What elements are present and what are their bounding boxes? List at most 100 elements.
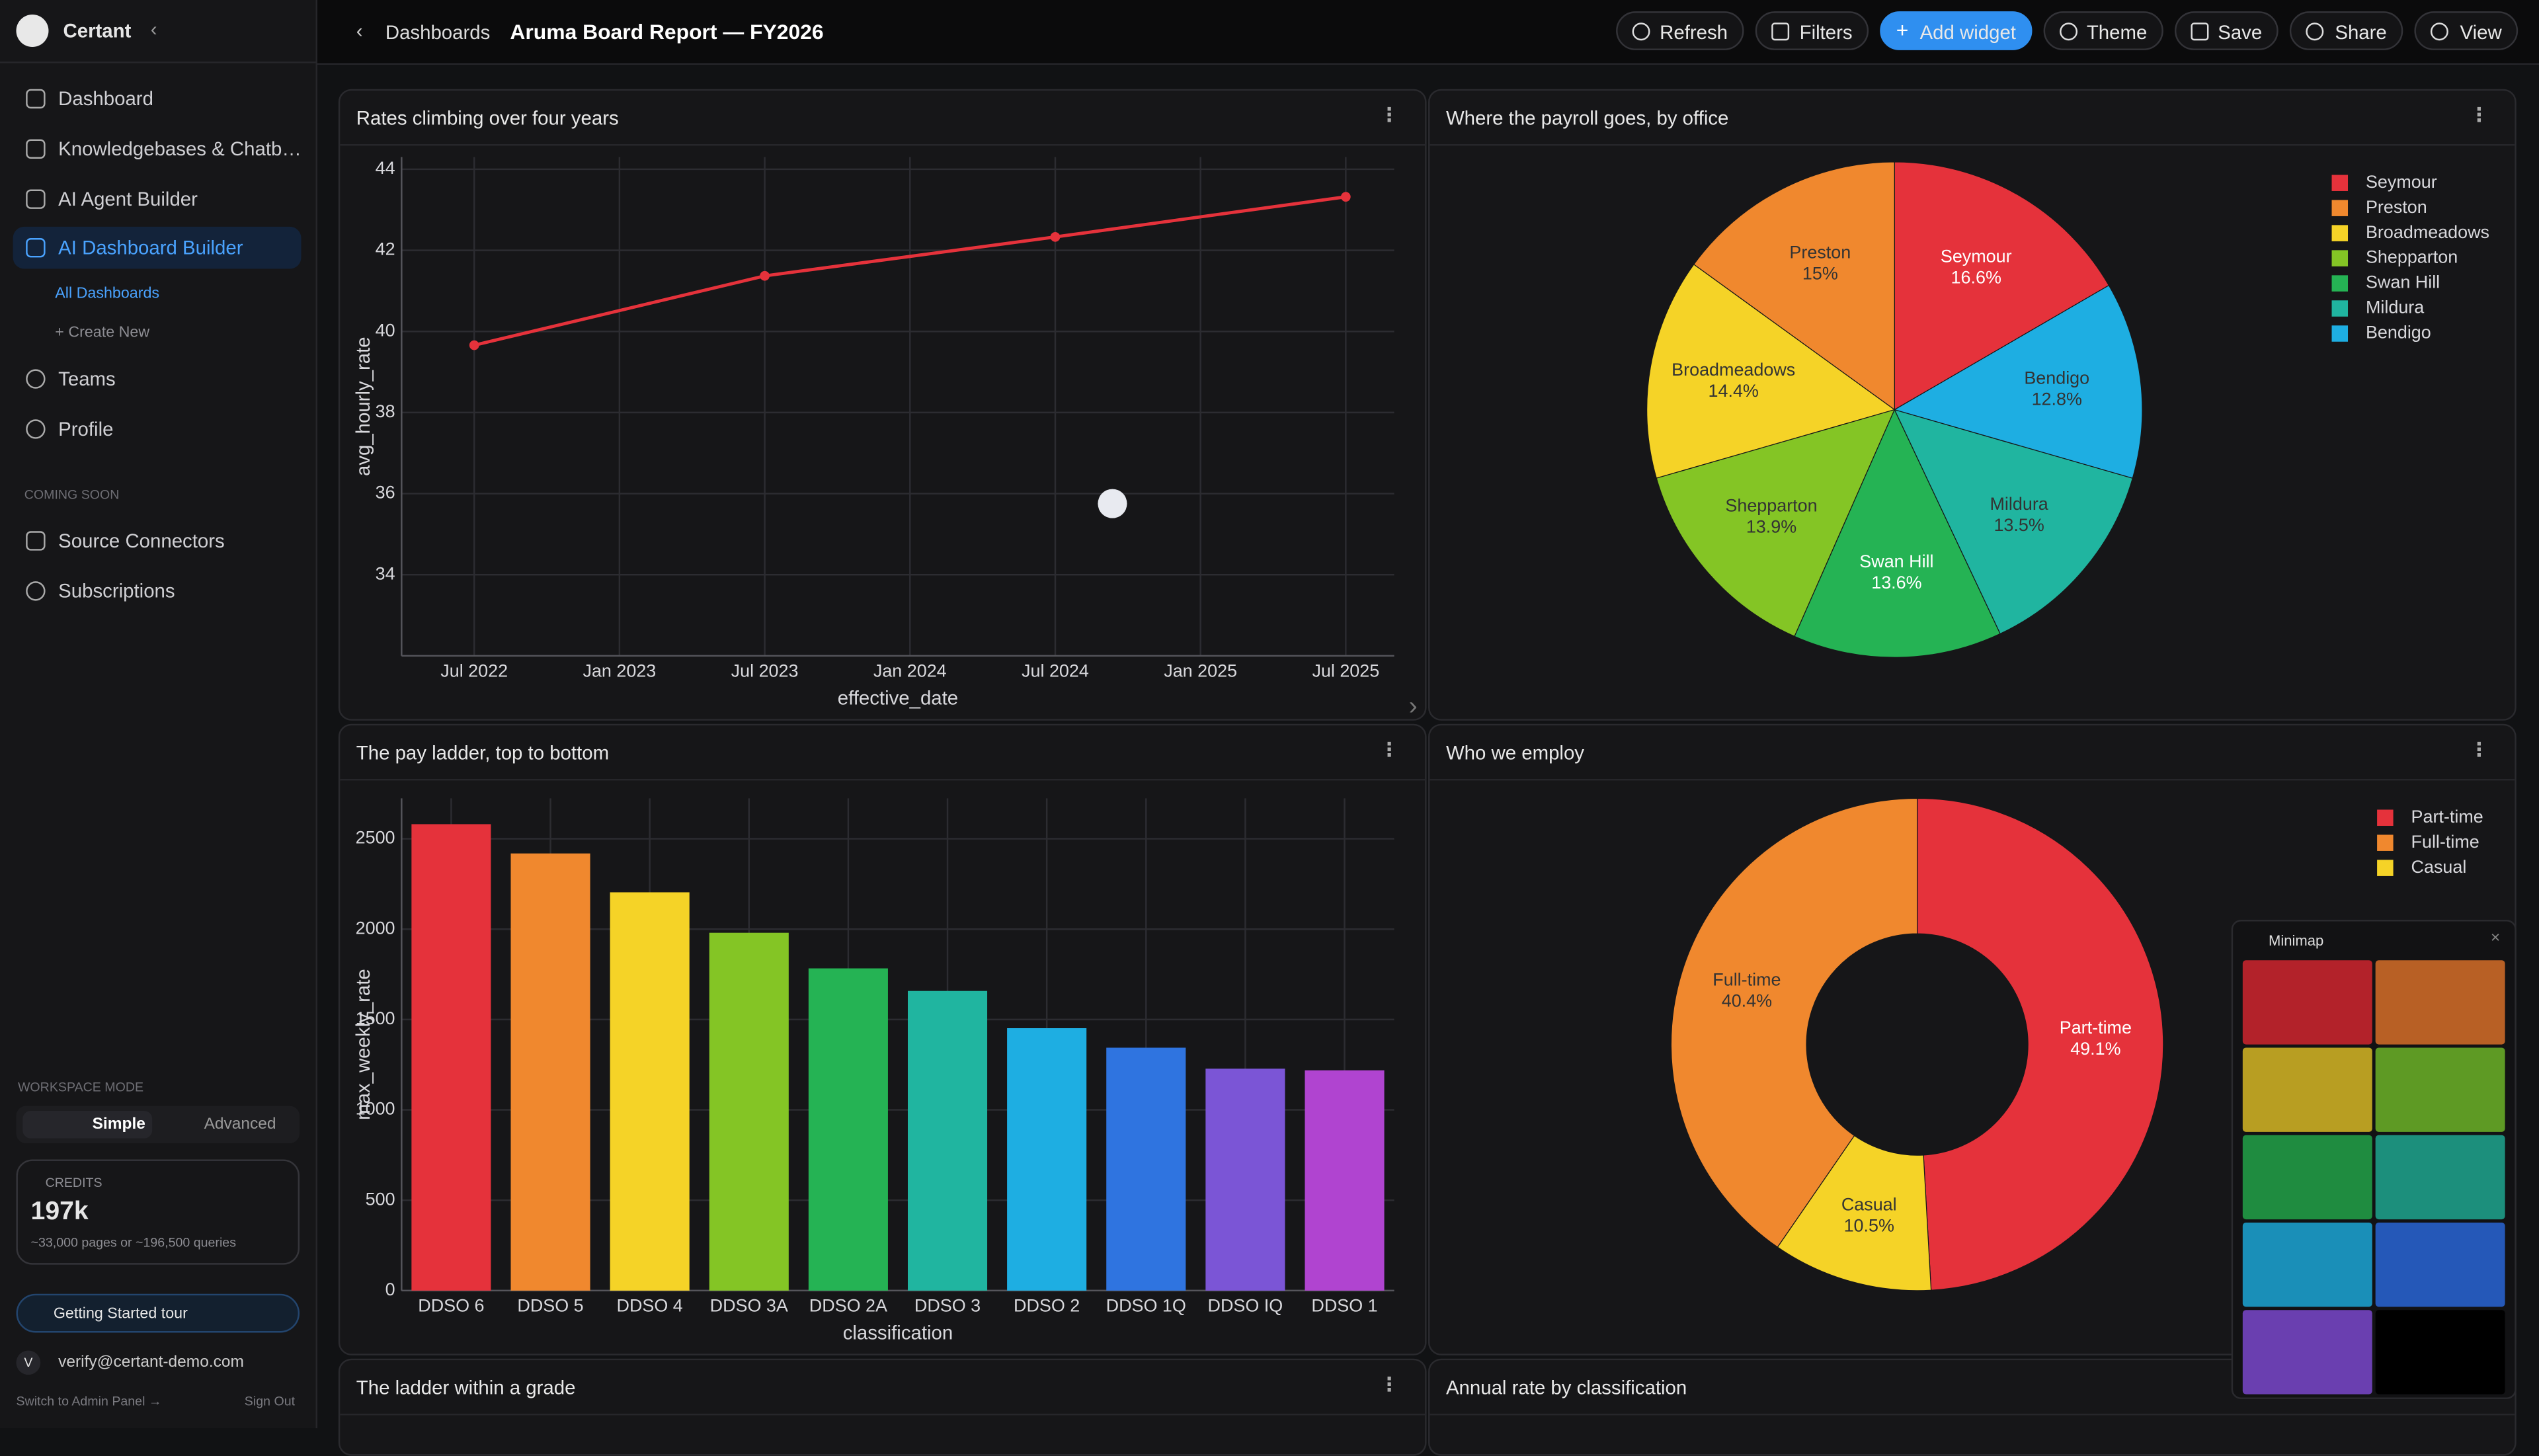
divider xyxy=(0,61,316,63)
back-arrow[interactable]: ‹ xyxy=(356,19,363,42)
icon: Where the payroll goes, by office ⋮ xyxy=(1430,91,2515,146)
sub-nav[interactable]: All Dashboards xyxy=(55,285,160,303)
x-tick-label: Jan 2024 xyxy=(873,661,947,680)
nav-item[interactable]: Subscriptions xyxy=(13,570,302,612)
y-tick-label: 40 xyxy=(376,320,395,340)
nav-item[interactable]: Teams xyxy=(13,358,302,400)
mode-switch: Simple Advanced xyxy=(16,1106,300,1143)
widget-menu[interactable]: ⋮ xyxy=(2469,103,2489,127)
slice xyxy=(1916,797,2164,1291)
y-tick-label: 500 xyxy=(366,1189,395,1209)
icon xyxy=(2191,22,2209,41)
button[interactable]: Share xyxy=(2289,11,2403,50)
nav-item[interactable]: Source Connectors xyxy=(13,520,302,562)
button[interactable]: Save xyxy=(2174,11,2278,50)
email: verify@certant-demo.com xyxy=(58,1354,244,1372)
button[interactable]: View xyxy=(2414,11,2519,50)
nav-item-active[interactable]: AI Dashboard Builder xyxy=(13,226,302,269)
x-tick-label: DDSO 5 xyxy=(517,1295,583,1315)
y-tick-label: 36 xyxy=(376,483,395,503)
credits-note: ~33,000 pages or ~196,500 queries xyxy=(30,1235,237,1250)
nav-label: Teams xyxy=(58,367,116,391)
bar xyxy=(610,892,690,1291)
tour-label: Getting Started tour xyxy=(53,1305,188,1323)
minimap-tile[interactable] xyxy=(2242,960,2372,1045)
sub-nav[interactable]: + Create New xyxy=(55,323,150,342)
slice xyxy=(1646,264,1896,479)
widget-menu[interactable]: ⋮ xyxy=(1379,103,1399,127)
avatar: V xyxy=(16,1350,41,1375)
y-tick-label: 38 xyxy=(376,401,395,421)
button[interactable]: Refresh xyxy=(1616,11,1744,50)
widget: Rates climbing over four years ⋮ xyxy=(338,89,1427,721)
widget-title: The ladder within a grade xyxy=(356,1376,576,1399)
y-axis-label: max_weekly_rate xyxy=(352,969,374,1120)
mode-option[interactable]: Advanced xyxy=(204,1115,276,1134)
x-tick-label: DDSO 2A xyxy=(809,1295,887,1315)
widget-menu[interactable]: ⋮ xyxy=(1379,1373,1399,1396)
slice-value: 12.8% xyxy=(2032,389,2082,409)
icon xyxy=(26,369,46,389)
point xyxy=(1050,232,1061,242)
button-label: Add widget xyxy=(1919,20,2016,44)
icon: Annual rate by classification xyxy=(1430,1360,2515,1416)
x-tick-label: DDSO 6 xyxy=(418,1295,484,1315)
icon xyxy=(2430,22,2448,41)
button-label: Save xyxy=(2218,20,2263,44)
legend-swatch xyxy=(2377,834,2394,851)
widget-menu[interactable]: ⋮ xyxy=(1379,738,1399,762)
x-axis-label: classification xyxy=(843,1322,953,1344)
tour-button[interactable]: Getting Started tour xyxy=(16,1293,300,1333)
icon: Rates climbing over four years ⋮ xyxy=(340,91,1426,146)
slice-value: 14.4% xyxy=(1709,381,1759,401)
minimap-tile[interactable] xyxy=(2242,1222,2372,1307)
bar xyxy=(411,824,491,1291)
button-label: View xyxy=(2460,20,2502,44)
widget-title: Rates climbing over four years xyxy=(356,106,619,130)
button[interactable]: Filters xyxy=(1755,11,1869,50)
breadcrumb[interactable]: Dashboards xyxy=(385,20,491,44)
legend-label: Casual xyxy=(2411,857,2467,877)
button-primary[interactable]: + Add widget xyxy=(1880,11,2033,50)
resize-handle[interactable]: › xyxy=(1408,693,1418,721)
x-tick-label: DDSO 1 xyxy=(1311,1295,1377,1315)
minimap-tile[interactable] xyxy=(2375,1135,2505,1220)
topbar: ‹ Dashboards Aruma Board Report — FY2026… xyxy=(317,0,2539,65)
minimap-tile[interactable] xyxy=(2375,1222,2505,1307)
collapse[interactable]: ‹ xyxy=(150,17,157,41)
point xyxy=(469,340,479,350)
slice-value: 13.5% xyxy=(1994,515,2044,535)
legend-label: Bendigo xyxy=(2366,323,2431,343)
icon xyxy=(26,189,46,209)
minimap-close[interactable]: × xyxy=(2490,929,2501,948)
nav-item[interactable]: Dashboard xyxy=(13,78,302,120)
nav-item[interactable]: Profile xyxy=(13,408,302,450)
point xyxy=(1340,192,1351,202)
line xyxy=(473,195,1346,347)
x-tick-label: DDSO 3 xyxy=(914,1295,981,1315)
minimap-tile[interactable] xyxy=(2242,1135,2372,1220)
bar xyxy=(1305,1070,1385,1291)
sign-out[interactable]: Sign Out xyxy=(244,1394,296,1409)
button-label: Share xyxy=(2335,20,2387,44)
minimap-tile[interactable] xyxy=(2375,960,2505,1045)
icon xyxy=(26,238,46,258)
nav-item[interactable]: Knowledgebases & Chatb… xyxy=(13,128,302,170)
slice xyxy=(1670,797,1918,1248)
minimap-tile[interactable] xyxy=(2242,1310,2372,1395)
widget-title: Where the payroll goes, by office xyxy=(1445,106,1729,130)
widget-title: Annual rate by classification xyxy=(1445,1376,1687,1399)
minimap-tile[interactable] xyxy=(2375,1310,2505,1395)
mode-option[interactable]: Simple xyxy=(92,1115,145,1134)
minimap-tile[interactable] xyxy=(2375,1047,2505,1132)
admin-link[interactable]: Switch to Admin Panel → xyxy=(16,1394,162,1409)
section-label: COMING SOON xyxy=(24,487,120,503)
nav-item[interactable]: AI Agent Builder xyxy=(13,178,302,220)
widget-menu[interactable]: ⋮ xyxy=(2469,738,2489,762)
button[interactable]: Theme xyxy=(2043,11,2163,50)
legend-swatch xyxy=(2331,200,2349,216)
icon xyxy=(26,89,46,109)
minimap-tile[interactable] xyxy=(2242,1047,2372,1132)
y-tick-label: 1000 xyxy=(356,1099,395,1119)
